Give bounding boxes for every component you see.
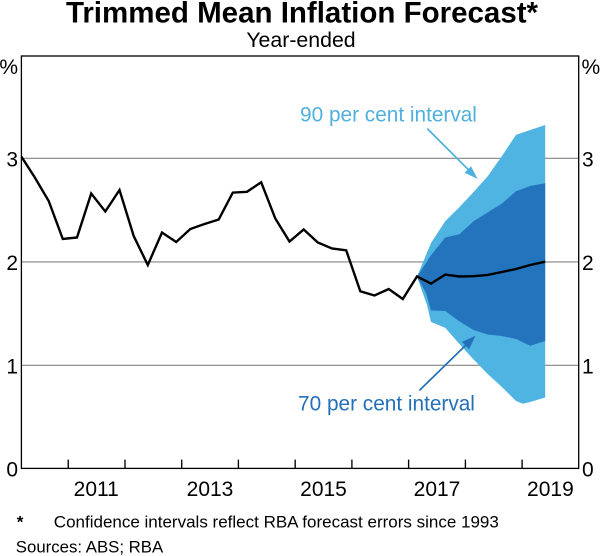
svg-text:2: 2 — [6, 252, 18, 275]
svg-text:Year-ended: Year-ended — [246, 28, 355, 52]
svg-text:3: 3 — [582, 148, 594, 171]
svg-text:Trimmed Mean Inflation Forecas: Trimmed Mean Inflation Forecast* — [66, 0, 539, 30]
svg-text:2011: 2011 — [74, 478, 119, 501]
svg-text:%: % — [582, 56, 600, 79]
svg-text:2017: 2017 — [414, 478, 461, 501]
svg-text:1: 1 — [6, 355, 18, 378]
svg-text:1: 1 — [582, 355, 594, 378]
svg-text:0: 0 — [6, 458, 18, 481]
svg-text:2019: 2019 — [527, 478, 574, 501]
svg-text:70 per cent interval: 70 per cent interval — [298, 392, 475, 415]
svg-text:2013: 2013 — [187, 478, 234, 501]
svg-text:Sources: ABS; RBA: Sources: ABS; RBA — [16, 538, 164, 556]
svg-text:%: % — [0, 56, 18, 79]
svg-text:2: 2 — [582, 252, 594, 275]
svg-text:0: 0 — [582, 458, 594, 481]
svg-text:3: 3 — [6, 148, 18, 171]
svg-text:*: * — [17, 513, 24, 532]
svg-text:Confidence intervals reflect R: Confidence intervals reflect RBA forecas… — [54, 513, 499, 532]
svg-text:90 per cent interval: 90 per cent interval — [300, 104, 477, 127]
svg-text:2015: 2015 — [300, 478, 347, 501]
